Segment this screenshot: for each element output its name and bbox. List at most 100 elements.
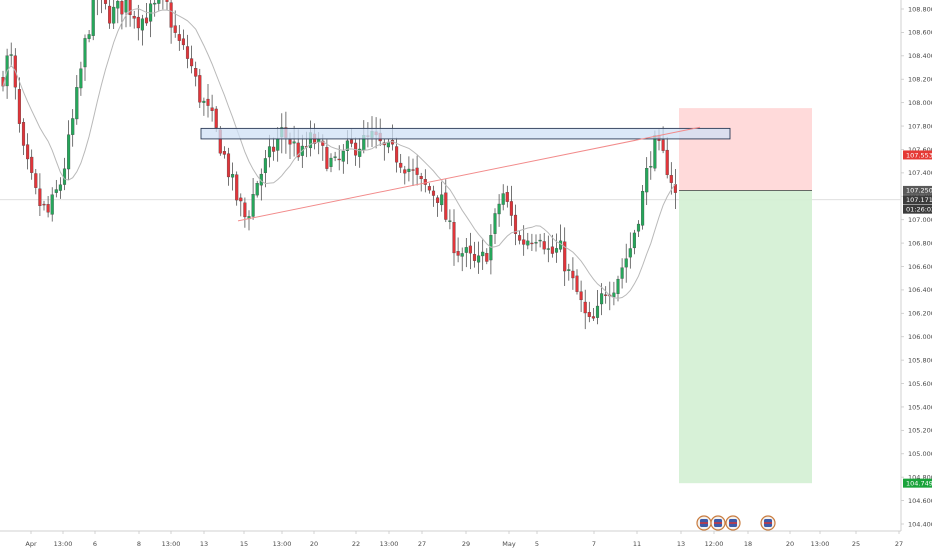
candle-body xyxy=(325,147,329,169)
candle-body xyxy=(226,153,231,178)
candle-body xyxy=(632,232,636,249)
x-tick-label: 27 xyxy=(895,540,903,548)
candle-body xyxy=(399,162,403,168)
x-tick-label: 7 xyxy=(592,540,596,548)
candle-body xyxy=(505,192,509,202)
candle-body xyxy=(198,75,202,103)
y-tick-label: 108.600 xyxy=(908,29,932,37)
price-tag-box xyxy=(903,195,932,205)
candle-body xyxy=(468,245,472,254)
y-tick-label: 106.600 xyxy=(908,263,932,271)
price-tag-box xyxy=(903,150,932,160)
candle-body xyxy=(485,253,489,262)
candle-body xyxy=(472,254,477,261)
candle-body xyxy=(132,16,136,19)
candle-body xyxy=(177,34,181,41)
x-tick-label: 6 xyxy=(93,540,97,548)
price-axis: 108.800 108.600 108.400 108.200 108.000 107.8… xyxy=(901,5,932,528)
candle-body xyxy=(567,269,571,271)
candle-body xyxy=(267,146,272,158)
candle-body xyxy=(42,203,46,206)
time-axis: Apr 13:00 6 8 13:00 13 15 13:00 20 22 13:00 27 29 May… xyxy=(25,531,903,548)
candle-body xyxy=(583,301,587,314)
candle-body xyxy=(526,240,530,246)
candle-body xyxy=(239,197,243,202)
candle-body xyxy=(669,175,673,183)
candle-body xyxy=(534,242,538,244)
x-tick-label: 13:00 xyxy=(162,540,181,548)
candle-body xyxy=(481,251,485,257)
candle-body xyxy=(222,151,226,155)
candle-body xyxy=(546,248,550,250)
candle-body xyxy=(153,2,157,5)
candle-body xyxy=(636,223,641,232)
take-profit-zone xyxy=(679,190,812,484)
y-tick-label: 105.200 xyxy=(908,427,932,435)
x-tick-label: 13 xyxy=(200,540,208,548)
price-tag-box xyxy=(903,185,932,195)
y-tick-label: 106.200 xyxy=(908,310,932,318)
flag-event-icon[interactable] xyxy=(696,515,712,531)
position-boxes xyxy=(679,108,812,484)
candle-body xyxy=(120,0,124,15)
candle-body xyxy=(358,148,362,157)
candle-body xyxy=(595,305,600,318)
x-tick-label: 13:00 xyxy=(54,540,73,548)
candle-body xyxy=(329,157,333,167)
y-tick-label: 104.600 xyxy=(908,497,932,505)
candle-body xyxy=(477,255,481,263)
x-tick-label: 29 xyxy=(462,540,470,548)
candle-body xyxy=(333,156,337,158)
x-tick-label: 11 xyxy=(633,540,641,548)
x-tick-label: 22 xyxy=(352,540,360,548)
candle-body xyxy=(497,203,501,215)
candle-body xyxy=(288,139,292,145)
candle-body xyxy=(17,89,21,124)
candle-body xyxy=(493,213,497,234)
candle-body xyxy=(103,0,108,4)
price-tag-box xyxy=(903,204,932,214)
candle-body xyxy=(38,188,42,207)
candle-body xyxy=(337,158,341,161)
x-tick-label: 15 xyxy=(240,540,248,548)
candle-body xyxy=(235,174,239,201)
y-tick-label: 105.000 xyxy=(908,450,932,458)
y-tick-label: 106.000 xyxy=(908,333,932,341)
flag-event-icon[interactable] xyxy=(725,515,741,531)
candle-body xyxy=(444,192,448,220)
candle-body xyxy=(157,0,161,4)
candle-body xyxy=(600,293,604,305)
candle-body xyxy=(263,158,267,174)
candle-body xyxy=(34,173,38,188)
flag-event-icon[interactable] xyxy=(760,515,776,531)
candle-body xyxy=(345,140,349,151)
candle-body xyxy=(628,248,632,258)
trendline xyxy=(237,126,701,222)
candle-body xyxy=(71,118,75,135)
candle-body xyxy=(522,239,526,245)
candle-body xyxy=(419,176,423,180)
x-tick-label: 8 xyxy=(137,540,141,548)
y-tick-label: 105.800 xyxy=(908,356,932,364)
candle-body xyxy=(255,183,259,196)
candle-body xyxy=(91,0,95,36)
candle-body xyxy=(641,191,645,226)
candle-body xyxy=(194,68,198,77)
candle-body xyxy=(513,214,518,234)
candle-body xyxy=(251,194,255,217)
candle-body xyxy=(530,242,534,245)
candle-body xyxy=(83,38,87,68)
x-tick-label: 27 xyxy=(418,540,426,548)
candle-body xyxy=(202,100,206,103)
flag-event-icon[interactable] xyxy=(710,515,726,531)
candle-body xyxy=(144,17,149,24)
candle-body xyxy=(54,189,58,193)
candle-body xyxy=(624,258,628,268)
event-icons[interactable] xyxy=(696,515,776,531)
y-tick-label: 104.800 xyxy=(908,473,932,481)
y-tick-label: 107.000 xyxy=(908,216,932,224)
candle-body xyxy=(452,222,456,254)
x-tick-label: 13 xyxy=(677,540,685,548)
candle-body xyxy=(440,194,444,206)
